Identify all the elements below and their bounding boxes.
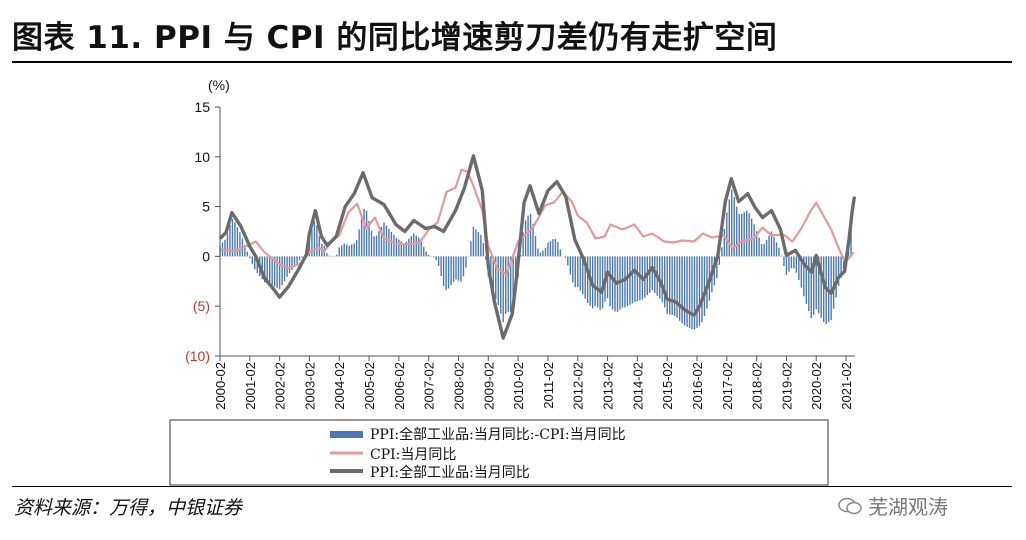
x-tick-label: 2016-02 — [690, 362, 705, 410]
x-tick-label: 2001-02 — [243, 362, 258, 410]
y-tick-label: (5) — [193, 298, 210, 314]
x-tick-label: 2021-02 — [839, 362, 854, 410]
x-tick-label: 2007-02 — [422, 362, 437, 410]
chart-area: 15 10 5 0 (5) (10) (%) 2000-02 2001-02 2002-02 200… — [169, 77, 857, 486]
source-note: 资料来源：万得，中银证券 — [14, 497, 243, 519]
y-tick-label: 0 — [202, 248, 210, 264]
lines-group — [218, 154, 857, 340]
x-tick-label: 2018-02 — [750, 362, 765, 410]
x-tick-label: 2004-02 — [332, 362, 347, 410]
y-tick-label: 5 — [202, 199, 210, 215]
x-tick-label: 2000-02 — [213, 362, 228, 410]
x-tick-label: 2008-02 — [451, 362, 466, 410]
x-tick-label: 2012-02 — [571, 362, 586, 410]
x-tick-label: 2005-02 — [362, 362, 377, 410]
footer-rule — [12, 486, 1012, 487]
x-tick-label: 2011-02 — [541, 362, 556, 409]
watermark: 芜湖观涛 — [838, 491, 948, 520]
watermark-text: 芜湖观涛 — [868, 495, 948, 519]
x-tick-label: 2010-02 — [511, 362, 526, 410]
legend-box — [169, 419, 829, 486]
legend-label-diff: PPI:全部工业品:当月同比:-CPI:当月同比 — [370, 426, 626, 443]
x-tick-label: 2015-02 — [660, 362, 675, 410]
x-tick-label: 2002-02 — [273, 362, 288, 410]
legend-label-ppi: PPI:全部工业品:当月同比 — [370, 464, 530, 481]
y-unit-label: (%) — [208, 77, 230, 93]
axes-group: 15 10 5 0 (5) (10) (%) 2000-02 2001-02 2002-02 200… — [185, 77, 855, 410]
x-tick-label: 2003-02 — [302, 362, 317, 410]
y-tick-label: 15 — [194, 99, 210, 115]
x-tick-label: 2006-02 — [392, 362, 407, 410]
x-tick-label: 2009-02 — [481, 362, 496, 410]
wechat-icon — [838, 497, 862, 514]
y-tick-label: 10 — [194, 149, 210, 165]
x-tick-label: 2013-02 — [601, 362, 616, 410]
y-tick-label: (10) — [185, 348, 210, 364]
x-tick-label: 2019-02 — [779, 362, 794, 410]
chart-title: 图表 11. PPI 与 CPI 的同比增速剪刀差仍有走扩空间 — [12, 20, 778, 56]
title-rule — [12, 61, 1012, 63]
legend-label-cpi: CPI:当月同比 — [370, 447, 456, 463]
legend-swatch-diff — [330, 431, 363, 438]
x-tick-label: 2020-02 — [809, 362, 824, 410]
x-tick-label: 2014-02 — [630, 362, 645, 410]
x-tick-label: 2017-02 — [720, 362, 735, 410]
ppi-line — [218, 154, 857, 340]
